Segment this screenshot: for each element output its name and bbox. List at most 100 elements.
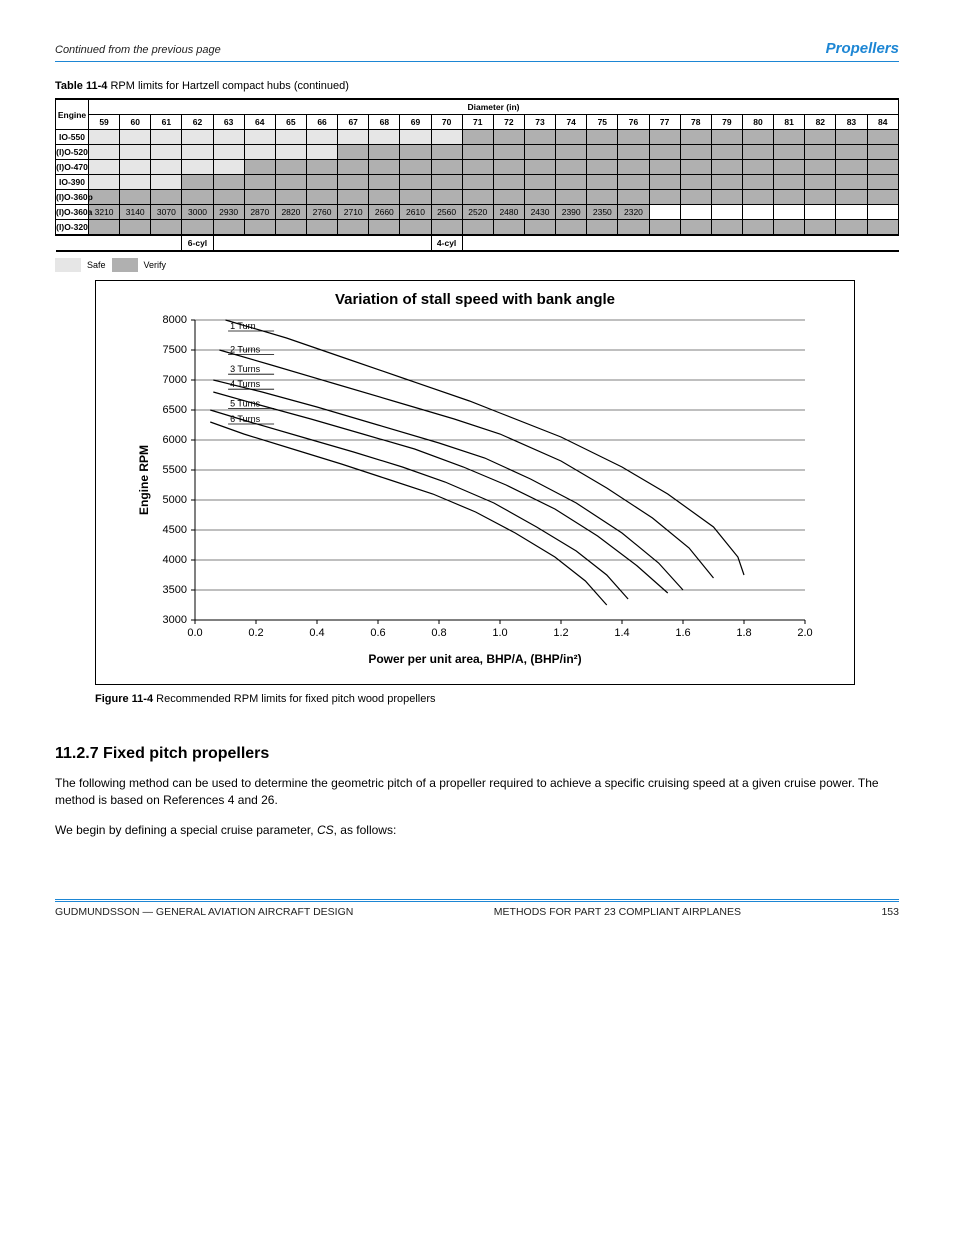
- table-cell: [711, 175, 742, 190]
- group-cell: [306, 235, 337, 251]
- table-cell: 2610: [400, 205, 431, 220]
- p2-suffix: , as follows:: [334, 823, 397, 837]
- table-cell: [711, 145, 742, 160]
- table-cell: [151, 190, 182, 205]
- table-cell: [493, 130, 524, 145]
- table-row: IO-550: [56, 130, 899, 145]
- table-cell: [680, 205, 711, 220]
- table-cell: [867, 175, 898, 190]
- table-cell: [338, 130, 369, 145]
- diameter-col: 78: [680, 115, 711, 130]
- table-cell: [275, 190, 306, 205]
- table-cell: [805, 190, 836, 205]
- table-legend: Safe Verify: [55, 258, 899, 272]
- table-cell: [836, 160, 867, 175]
- table-cell: [774, 205, 805, 220]
- group-cell: [338, 235, 369, 251]
- table-cell: [774, 145, 805, 160]
- table-cell: [306, 130, 337, 145]
- diameter-col: 82: [805, 115, 836, 130]
- table-cell: [120, 130, 151, 145]
- table-cell: [556, 160, 587, 175]
- table-cell: [431, 145, 462, 160]
- table-cell: [805, 175, 836, 190]
- p2-var: CS: [317, 823, 334, 837]
- diameter-col: 65: [275, 115, 306, 130]
- table-cell: [120, 220, 151, 236]
- table-cell: [836, 145, 867, 160]
- page-header: Continued from the previous page Propell…: [55, 40, 899, 62]
- chart-caption-bold: Figure 11-4: [95, 693, 153, 705]
- body-p1: The following method can be used to dete…: [55, 775, 899, 810]
- table-cell: 2760: [306, 205, 337, 220]
- table-cell: [431, 190, 462, 205]
- table-cell: [120, 160, 151, 175]
- group-cell: [275, 235, 306, 251]
- group-cell: [369, 235, 400, 251]
- table-body: IO-550(I)O-520(I)O-470IO-390(I)O-360p(I)…: [56, 130, 899, 252]
- table-cell: [462, 175, 493, 190]
- table-cell: [805, 145, 836, 160]
- group-cell: [836, 235, 867, 251]
- table-cell: 2560: [431, 205, 462, 220]
- table-cell: [120, 190, 151, 205]
- diameter-col: 67: [338, 115, 369, 130]
- table-cell: [338, 190, 369, 205]
- table-cell: [774, 175, 805, 190]
- table-cell: [244, 160, 275, 175]
- table-cell: [151, 145, 182, 160]
- footer-left: GUDMUNDSSON — GENERAL AVIATION AIRCRAFT …: [55, 906, 353, 918]
- table-cell: [649, 160, 680, 175]
- table-cell: [462, 145, 493, 160]
- table-cell: [151, 220, 182, 236]
- table-cell: [275, 175, 306, 190]
- svg-text:7000: 7000: [163, 374, 187, 386]
- chart-caption: Figure 11-4 Recommended RPM limits for f…: [95, 693, 899, 705]
- table-cell: 2430: [524, 205, 555, 220]
- table-cell: [649, 220, 680, 236]
- table-cell: [369, 175, 400, 190]
- table-cell: [213, 160, 244, 175]
- rpm-limits-table: Engine Diameter (in) 5960616263646566676…: [55, 98, 899, 252]
- table-cell: [151, 130, 182, 145]
- table-cell: [244, 220, 275, 236]
- table-cell: [618, 175, 649, 190]
- table-row: (I)O-520: [56, 145, 899, 160]
- table-cell: [867, 190, 898, 205]
- table-cell: [244, 175, 275, 190]
- table-row: (I)O-360a3210314030703000293028702820276…: [56, 205, 899, 220]
- table-cell: 2820: [275, 205, 306, 220]
- svg-text:6500: 6500: [163, 404, 187, 416]
- svg-text:2.0: 2.0: [797, 627, 812, 639]
- table-cell: [649, 175, 680, 190]
- group-cell: [400, 235, 431, 251]
- table-cell: [369, 220, 400, 236]
- table-cell: [306, 160, 337, 175]
- table-cell: [556, 145, 587, 160]
- svg-text:0.8: 0.8: [431, 627, 446, 639]
- svg-text:5500: 5500: [163, 464, 187, 476]
- table-cell: 3140: [120, 205, 151, 220]
- diameter-col: 71: [462, 115, 493, 130]
- table-cell: [805, 205, 836, 220]
- table-row: IO-390: [56, 175, 899, 190]
- svg-text:1.4: 1.4: [614, 627, 629, 639]
- table-cell: [89, 190, 120, 205]
- group-cell: 4-cyl: [431, 235, 462, 251]
- table-cell: [649, 145, 680, 160]
- table-cell: [182, 145, 213, 160]
- table-cell: [556, 220, 587, 236]
- table-cell: [649, 190, 680, 205]
- diameter-col: 80: [742, 115, 773, 130]
- chart-caption-rest: Recommended RPM limits for fixed pitch w…: [156, 693, 435, 705]
- table-cell: [587, 130, 618, 145]
- table-cell: [338, 160, 369, 175]
- table-cell: [275, 145, 306, 160]
- col-diameter: Diameter (in): [89, 99, 899, 115]
- footer-right: 153: [881, 906, 899, 918]
- table-cell: [680, 220, 711, 236]
- svg-text:3500: 3500: [163, 584, 187, 596]
- table-cell: 2480: [493, 205, 524, 220]
- table-cell: [306, 220, 337, 236]
- table-cell: [244, 145, 275, 160]
